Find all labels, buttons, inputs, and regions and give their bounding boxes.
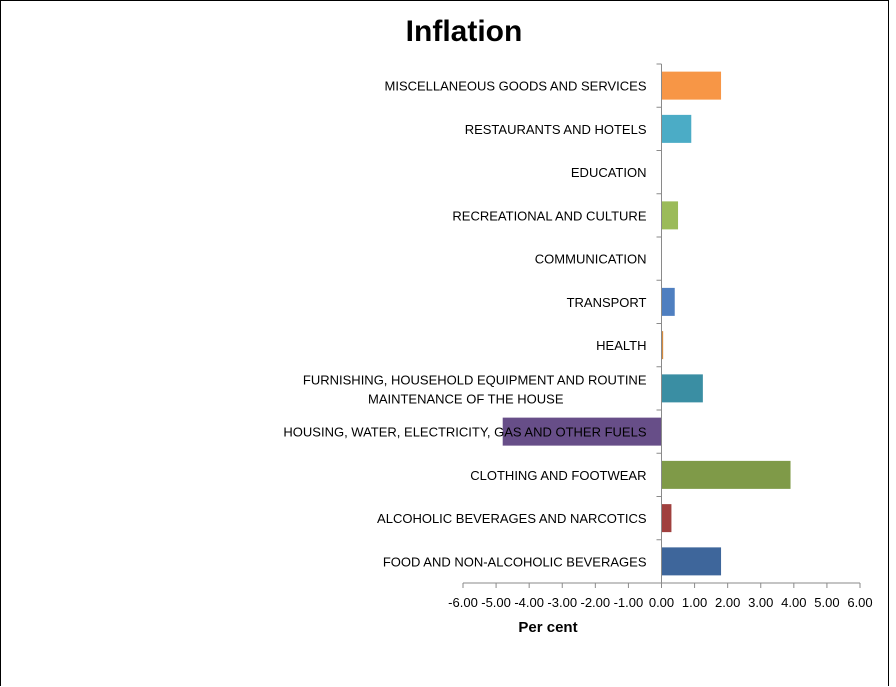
x-tick-label: 2.00: [715, 595, 740, 610]
category-label: COMMUNICATION: [535, 252, 647, 267]
x-tick-label: 3.00: [748, 595, 773, 610]
bar-3: [502, 417, 662, 446]
category-label: RECREATIONAL AND CULTURE: [452, 208, 646, 223]
x-tick-label: 5.00: [814, 595, 839, 610]
x-tick-label: 4.00: [781, 595, 806, 610]
bar-4: [661, 374, 703, 403]
x-tick-label: -6.00: [448, 595, 478, 610]
x-tick-label: -4.00: [514, 595, 544, 610]
bar-2: [661, 460, 791, 489]
category-label: RESTAURANTS AND HOTELS: [465, 122, 647, 137]
x-axis-title: Per cent: [518, 619, 577, 636]
category-labels: FOOD AND NON-ALCOHOLIC BEVERAGES ALCOHOLI…: [283, 79, 646, 570]
x-tick-label: -1.00: [614, 595, 644, 610]
category-label: CLOTHING AND FOOTWEAR: [470, 468, 646, 483]
bar-6: [661, 287, 675, 316]
category-label: FURNISHING, HOUSEHOLD EQUIPMENT AND ROUT…: [303, 372, 647, 406]
x-tick-label: -5.00: [481, 595, 511, 610]
category-label: ALCOHOLIC BEVERAGES AND NARCOTICS: [377, 511, 647, 526]
bar-10: [661, 114, 692, 143]
tick-labels: -6.00 -5.00 -4.00 -3.00 -2.00 -1.00 0.00 1.00 2.…: [448, 595, 872, 610]
x-tick-label: -2.00: [581, 595, 611, 610]
bar-11: [661, 71, 722, 100]
category-label: EDUCATION: [571, 165, 647, 180]
category-label: MISCELLANEOUS GOODS AND SERVICES: [385, 79, 647, 94]
bar-1: [661, 504, 672, 533]
x-tick-label: -3.00: [547, 595, 577, 610]
category-label: HEALTH: [596, 338, 646, 353]
category-label: FOOD AND NON-ALCOHOLIC BEVERAGES: [383, 554, 647, 569]
bar-0: [661, 547, 722, 576]
chart-title: Inflation: [406, 15, 523, 48]
x-tick-label: 0.00: [649, 595, 674, 610]
axis-layer: [462, 63, 861, 588]
bars-layer: [502, 71, 791, 576]
bar-5: [661, 331, 664, 360]
category-label: TRANSPORT: [567, 295, 647, 310]
bar-8: [661, 201, 679, 230]
x-tick-label: 6.00: [847, 595, 872, 610]
category-label: HOUSING, WATER, ELECTRICITY, GAS AND OTH…: [283, 425, 646, 440]
x-tick-label: 1.00: [682, 595, 707, 610]
